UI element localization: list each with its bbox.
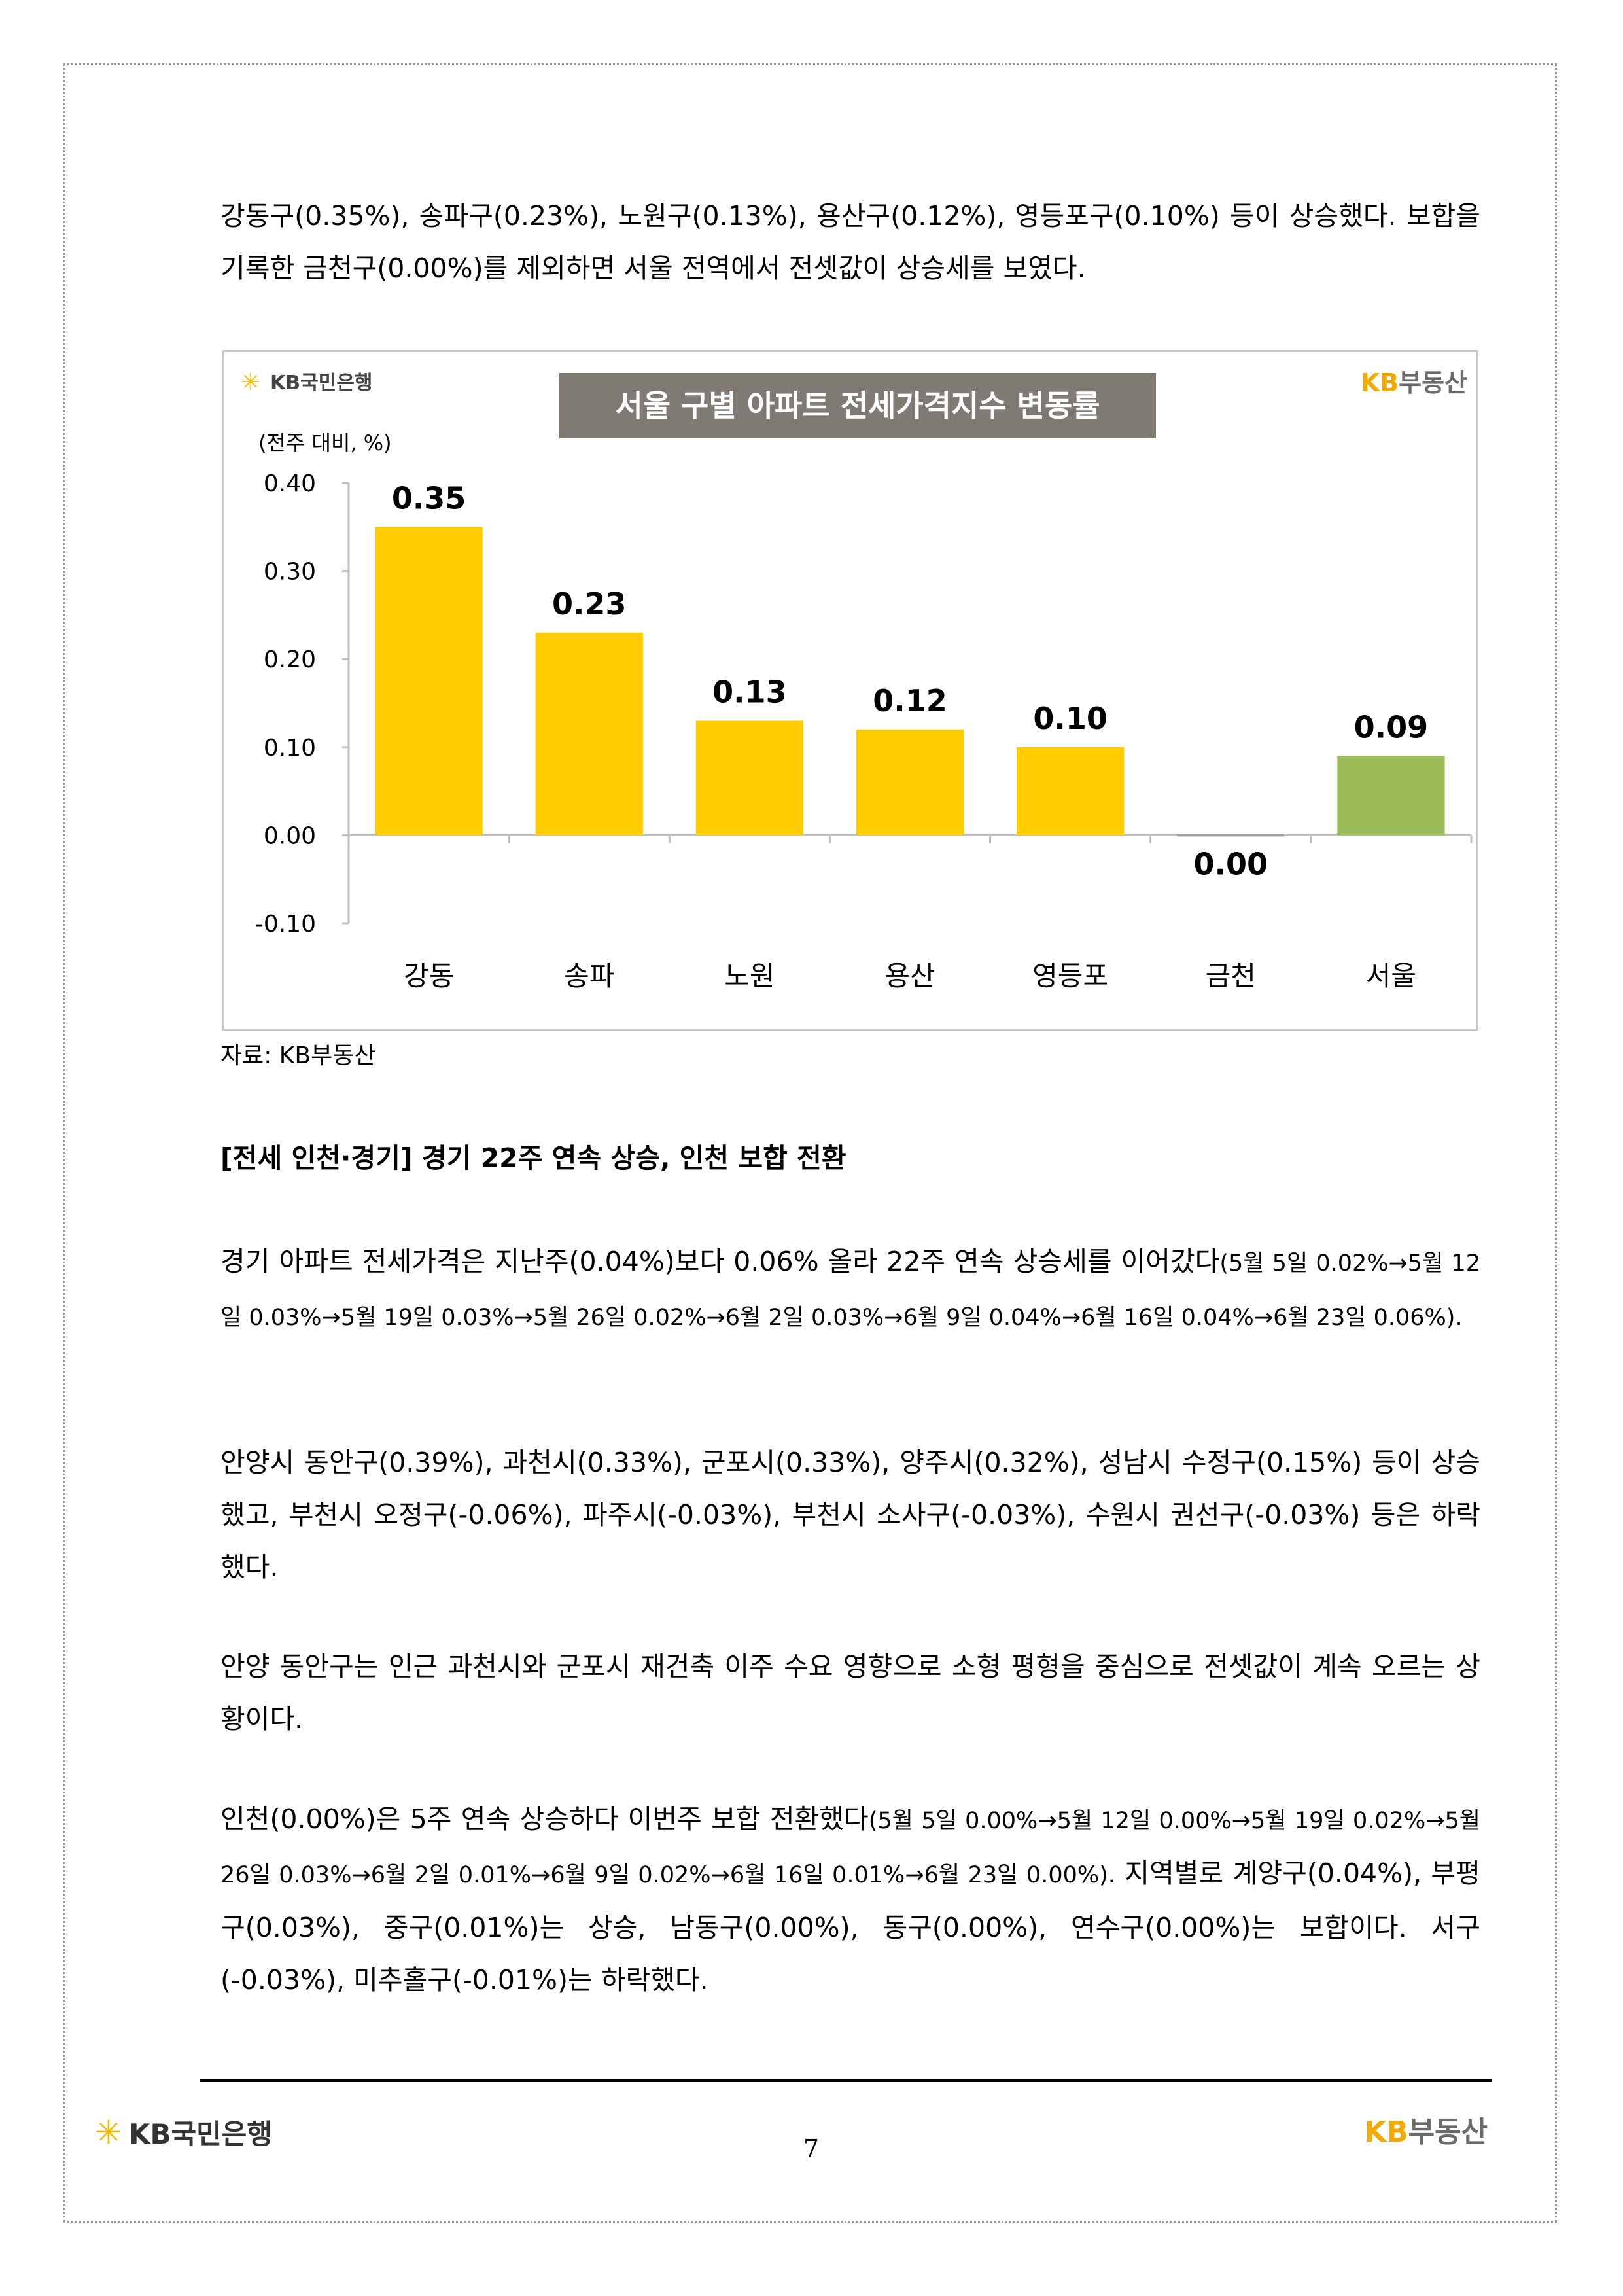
bar-강동 [375, 527, 483, 836]
paragraph-gyeonggi-weekly: (5월 5일 0.02%→5월 12일 0.03%→5월 19일 0.03%→5… [220, 1250, 1480, 1331]
footer-kb-realestate-name: 부동산 [1408, 2115, 1488, 2149]
y-tick-label: 0.20 [264, 646, 316, 673]
bar-용산 [856, 729, 964, 836]
data-label: 0.13 [712, 674, 787, 709]
paragraph-incheon-weekly: (5월 5일 0.00%→5월 12일 0.00%→5월 19일 0.02%→5… [220, 1808, 1480, 1888]
data-label: 0.00 [1194, 846, 1268, 881]
bar-layer: 0.35 강동 0.23 송파 0.13 노원 0.12 용산 0.10 영등포 0.00 금천 0.0… [375, 480, 1445, 992]
kb-bank-logo-text: KB국민은행 [270, 372, 373, 395]
chart-svg: ✳ KB국민은행 KB부동산 서울 구별 아파트 전세가격지수 변동률 (전주 … [241, 368, 1473, 992]
paragraph-seoul-districts: 강동구(0.35%), 송파구(0.23%), 노원구(0.13%), 용산구(… [220, 200, 1480, 284]
y-tick-label: 0.30 [264, 559, 316, 586]
bar-금천 [1177, 834, 1285, 837]
footer-kb-bank-logo: ✳ KB국민은행 [95, 2112, 272, 2152]
data-label: 0.09 [1354, 709, 1429, 745]
bar-서울 [1337, 756, 1445, 836]
footer-kb-bank-text: KB국민은행 [128, 2118, 273, 2150]
paragraph-gyeonggi-main: 경기 아파트 전세가격은 지난주(0.04%)보다 0.06% 올라 22주 연… [220, 1246, 1220, 1277]
bar-송파 [535, 632, 643, 836]
kb-bank-star-icon: ✳ [95, 2113, 122, 2151]
category-label: 서울 [1366, 960, 1416, 992]
bar-노원 [695, 720, 803, 836]
data-label: 0.10 [1033, 701, 1108, 736]
paragraph-gyeonggi-jeonse: 경기 아파트 전세가격은 지난주(0.04%)보다 0.06% 올라 22주 연… [220, 1235, 1480, 1344]
category-label: 노원 [724, 960, 775, 992]
kb-bank-star-icon: ✳ [241, 369, 260, 396]
kb-bank-logo-chart: ✳ KB국민은행 [241, 369, 373, 396]
paragraph-incheon-tail: 지역별로 계양구(0.04%), 부평구(0.03%), 중구(0.01%)는 … [220, 1858, 1480, 1996]
category-label: 강동 [404, 960, 454, 992]
page-border [63, 63, 1557, 2223]
chart-unit-label: (전주 대비, %) [258, 431, 392, 455]
y-tick-label: 0.00 [264, 822, 316, 849]
footer-divider [200, 2079, 1492, 2082]
footer-kb-realestate-kb: KB [1364, 2115, 1408, 2149]
chart-title: 서울 구별 아파트 전세가격지수 변동률 [615, 388, 1100, 423]
category-label: 금천 [1206, 960, 1256, 992]
footer-kb-realestate-logo: KB부동산 [1364, 2108, 1488, 2150]
paragraph-anyang: 안양 동안구는 인근 과천시와 군포시 재건축 이주 수요 영향으로 소형 평형… [220, 1651, 1480, 1735]
paragraph-incheon-main: 인천(0.00%)은 5주 연속 상승하다 이번주 보합 전환했다 [220, 1803, 869, 1835]
section-heading: [전세 인천·경기] 경기 22주 연속 상승, 인천 보합 전환 [220, 1142, 846, 1174]
bar-영등포 [1017, 747, 1125, 836]
chart-source: 자료: KB부동산 [220, 1042, 376, 1069]
paragraph-incheon: 인천(0.00%)은 5주 연속 상승하다 이번주 보합 전환했다(5월 5일 … [220, 1793, 1480, 2006]
kb-realestate-name: 부동산 [1399, 368, 1467, 397]
y-tick-label: 0.10 [264, 735, 316, 762]
chart-title-bg [559, 373, 1156, 438]
data-label: 0.12 [873, 683, 947, 718]
data-label: 0.35 [392, 480, 466, 516]
page-number: 7 [803, 2134, 820, 2163]
svg-text:KB부동산: KB부동산 [1361, 368, 1467, 397]
y-tick-label: 0.40 [264, 470, 316, 497]
y-tick-label: -0.10 [255, 911, 316, 938]
category-label: 용산 [884, 960, 935, 992]
category-label: 영등포 [1032, 960, 1108, 992]
data-label: 0.23 [552, 586, 627, 622]
category-label: 송파 [564, 960, 614, 992]
kb-realestate-logo-chart: KB부동산 [1361, 368, 1467, 397]
kb-realestate-kb: KB [1361, 368, 1399, 397]
seoul-district-jeonse-chart: ✳ KB국민은행 KB부동산 서울 구별 아파트 전세가격지수 변동률 (전주 … [222, 350, 1478, 1031]
paragraph-gyeonggi-districts: 안양시 동안구(0.39%), 과천시(0.33%), 군포시(0.33%), … [220, 1447, 1480, 1583]
